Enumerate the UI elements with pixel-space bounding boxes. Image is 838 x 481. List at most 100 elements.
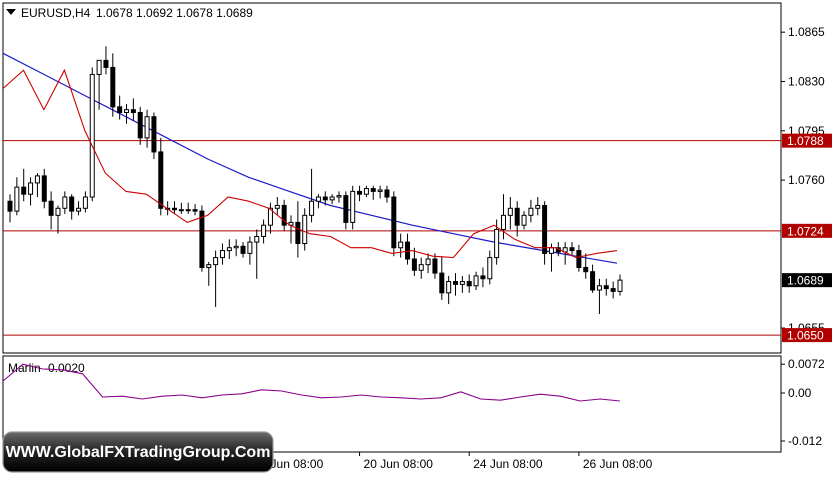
candle-body xyxy=(137,111,143,139)
candle-body xyxy=(185,209,191,212)
candle xyxy=(69,194,75,220)
candle xyxy=(261,219,267,244)
candle xyxy=(14,177,20,216)
red-ma-line xyxy=(2,68,618,259)
candle-body xyxy=(548,247,554,254)
candle-body xyxy=(302,214,308,245)
candle-body xyxy=(130,109,136,113)
candle-body xyxy=(267,207,273,226)
candle xyxy=(432,253,438,279)
candle xyxy=(137,106,143,145)
candle xyxy=(110,53,116,117)
candle-body xyxy=(343,195,349,223)
candle xyxy=(398,233,404,258)
candle xyxy=(206,261,212,286)
candle xyxy=(610,281,616,299)
candle xyxy=(254,229,260,279)
candle-body xyxy=(542,204,548,254)
candle xyxy=(480,267,486,288)
candle xyxy=(521,211,527,230)
candle xyxy=(439,256,445,300)
candle xyxy=(76,201,82,216)
candle xyxy=(295,201,301,258)
candle-body xyxy=(192,209,198,212)
indicator-axis: 0.0072 0.00 -0.012 xyxy=(781,357,825,448)
candle xyxy=(28,177,34,206)
candle xyxy=(357,185,363,202)
candle-body xyxy=(48,200,54,216)
level-label-box xyxy=(782,223,832,238)
candle-body xyxy=(274,204,280,209)
candle xyxy=(446,275,452,305)
ohlc-values: 1.0678 1.0692 1.0678 1.0689 xyxy=(96,6,253,20)
candle xyxy=(329,194,335,205)
candle-body xyxy=(226,247,232,252)
candle xyxy=(219,243,225,265)
candle-body xyxy=(411,258,417,271)
candle xyxy=(7,194,13,223)
candle xyxy=(48,191,54,230)
candle-body xyxy=(171,207,177,211)
candle-body xyxy=(521,214,527,226)
candle-body xyxy=(117,106,123,113)
candle-body xyxy=(576,250,582,268)
candle xyxy=(370,185,376,200)
candle-body xyxy=(322,196,328,201)
candle-body xyxy=(295,221,301,245)
candle xyxy=(343,191,349,230)
candle-body xyxy=(487,257,493,280)
candle xyxy=(322,191,328,206)
candle-body xyxy=(528,207,534,216)
candle-body xyxy=(384,189,390,198)
level-label: 1.0788 xyxy=(787,134,824,148)
candle-body xyxy=(124,109,130,113)
candle xyxy=(274,197,280,216)
candle-body xyxy=(28,182,34,195)
candle-body xyxy=(82,196,88,209)
candle xyxy=(89,67,95,202)
marlin-oscillator xyxy=(2,363,621,402)
candle xyxy=(192,204,198,216)
indicator-tick-label: 0.0072 xyxy=(788,357,825,371)
candle-body xyxy=(41,175,47,202)
candle-body xyxy=(425,258,431,266)
level-label: 1.0650 xyxy=(787,329,824,343)
candle-body xyxy=(21,186,27,195)
blue-ma-line xyxy=(2,52,618,264)
candle xyxy=(514,201,520,237)
red-moving-average xyxy=(2,68,618,259)
candle-body xyxy=(14,186,20,212)
indicator-tick-label: -0.012 xyxy=(788,434,822,448)
candle xyxy=(117,95,123,120)
candle xyxy=(130,98,136,121)
price-tick-label: 1.0760 xyxy=(788,173,825,187)
watermark-text: WWW.GlobalFXTradingGroup.Com xyxy=(6,444,271,461)
candle-body xyxy=(151,116,157,153)
candle xyxy=(384,185,390,203)
candle-body xyxy=(199,210,205,268)
candle xyxy=(336,191,342,203)
candle-body xyxy=(110,66,116,108)
candle xyxy=(377,185,383,199)
candle xyxy=(247,236,253,265)
candle-body xyxy=(281,204,287,226)
indicator-label: Marlin -0.0020 xyxy=(8,361,85,375)
candle xyxy=(542,201,548,265)
candle xyxy=(21,168,27,202)
candle-body xyxy=(261,224,267,237)
candle-body xyxy=(363,188,369,195)
chart-menu-triangle-icon[interactable] xyxy=(6,9,16,15)
candle xyxy=(459,275,465,293)
candle-body xyxy=(514,207,520,226)
candle-body xyxy=(206,264,212,268)
candle-body xyxy=(583,266,589,273)
candle-body xyxy=(254,235,260,243)
candle xyxy=(124,104,130,124)
time-tick-label: 26 Jun 08:00 xyxy=(583,457,653,471)
candle-body xyxy=(103,59,109,68)
candle-body xyxy=(569,247,575,252)
candle xyxy=(41,168,47,209)
candle-body xyxy=(96,59,102,75)
candle-body xyxy=(213,257,219,266)
candle xyxy=(240,242,246,258)
